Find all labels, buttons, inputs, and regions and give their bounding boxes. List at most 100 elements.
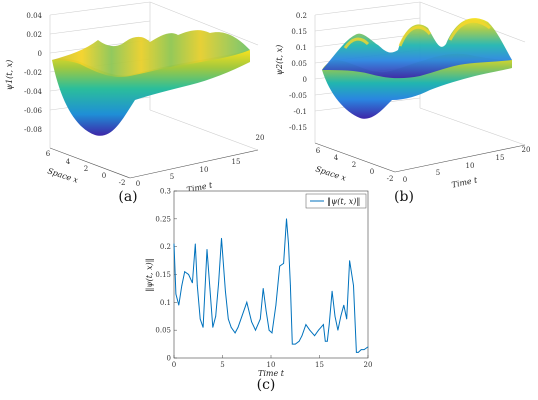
panel-c-data-point	[268, 329, 270, 331]
panel-b-t-label: Time t	[451, 175, 479, 189]
panel-c-x-label: Time t	[258, 369, 285, 378]
panel-c-legend-label: ‖ψ(t, x)‖	[327, 197, 360, 206]
panel-c-data-point	[286, 218, 287, 220]
panel-a-x-tick: -2	[119, 179, 126, 187]
panel-a-surface: 0.04 0.02 0 -0.02 -0.04 -0.06 -0.08 ψ1(t…	[5, 1, 265, 195]
panel-c-x-tick: 0	[172, 361, 176, 369]
panel-c-data-point	[265, 310, 267, 312]
panel-b-t-tick: 20	[522, 146, 531, 154]
panel-c-data-point	[353, 285, 354, 286]
panel-c-data-point	[318, 329, 319, 331]
panel-a-z-tick: 0	[38, 50, 42, 58]
panel-a-t-tick: 10	[200, 166, 209, 174]
panel-c-data-point	[356, 352, 357, 353]
panel-b-x-tick: 6	[316, 147, 321, 155]
panel-c-data-point	[301, 335, 303, 337]
panel-a-label: (a)	[118, 189, 137, 205]
panel-c-y-tick: 0.05	[155, 327, 171, 335]
panel-c-x-tick: 5	[220, 361, 224, 369]
panel-c-data-point	[283, 263, 284, 264]
panel-c-y-label: ‖ψ(t, x)‖	[145, 258, 154, 291]
panel-c-data-point	[246, 301, 248, 303]
panel-b-x-tick: -2	[387, 175, 394, 183]
panel-b-surface-top	[322, 18, 512, 79]
panel-b-t-tick: 0	[403, 176, 407, 184]
panel-c-data-point	[192, 282, 193, 284]
panel-b-axes	[314, 142, 526, 173]
panel-c-data-point	[212, 327, 214, 328]
panel-c-data-point	[255, 329, 256, 331]
panel-c-label: (c)	[257, 377, 276, 393]
panel-c-data-point	[357, 352, 359, 353]
panel-c-x-tick: 15	[315, 361, 324, 369]
panel-a-z-tick: -0.08	[24, 126, 42, 134]
panel-c-legend-box	[305, 193, 367, 209]
panel-a-x-tick: 4	[66, 158, 71, 166]
panel-b-z-tick: -0.15	[289, 124, 307, 132]
panel-b-x-label: Space x	[314, 164, 347, 182]
panel-c-data-point	[181, 285, 183, 286]
panel-c-data-point	[199, 318, 201, 320]
panel-b-z-tick: 0.2	[296, 12, 307, 20]
panel-c-plot-area	[173, 190, 369, 359]
panel-b-t-tick: 15	[496, 154, 505, 162]
panel-c-data-point	[288, 243, 289, 245]
panel-c-y-tick: 0.25	[155, 215, 171, 223]
panel-a-t-tick: 0	[136, 180, 140, 188]
panel-c-data-point	[173, 243, 175, 245]
panel-c-data-point	[343, 304, 345, 306]
panel-c-data-point	[196, 285, 198, 286]
panel-b-z-tick: 0.1	[296, 44, 307, 52]
panel-c-series-line	[173, 218, 369, 353]
panel-c-y-tick: 0.2	[160, 243, 171, 251]
panel-c-data-point	[305, 324, 307, 325]
panel-a-t-tick: 20	[256, 134, 265, 142]
panel-b-x-tick: 2	[352, 161, 356, 169]
panel-c-legend: ‖ψ(t, x)‖	[305, 193, 367, 209]
panel-a-z-tick: -0.04	[24, 88, 42, 96]
panel-c-data-point	[225, 290, 226, 292]
panel-b-z-tick: -0.1	[294, 108, 308, 116]
panel-a-z-tick: -0.06	[24, 107, 42, 115]
panel-c-data-point	[227, 318, 229, 320]
panel-a-z-tick: 0.02	[26, 31, 42, 39]
panel-c-data-point	[346, 318, 348, 320]
panel-b-t-tick: 5	[436, 169, 440, 177]
panel-c-data-point	[251, 321, 253, 323]
panel-c-data-point	[363, 349, 365, 350]
panel-b-label: (b)	[394, 189, 414, 205]
panel-c-data-point	[349, 260, 350, 261]
panel-a-t-tick: 5	[170, 173, 174, 181]
panel-c-data-point	[234, 332, 236, 334]
panel-c-data-point	[237, 327, 239, 328]
panel-c-data-point	[259, 318, 261, 320]
panel-c-y-tick: 0.3	[160, 188, 171, 196]
panel-b-z-tick: -0.05	[289, 92, 307, 100]
panel-c-data-point	[340, 315, 342, 317]
panel-c-data-point	[337, 329, 339, 331]
panel-c-data-point	[326, 340, 328, 342]
panel-b-z-tick: 0.15	[291, 28, 307, 36]
panel-c-data-point	[360, 349, 362, 350]
panel-c-data-point	[314, 335, 315, 337]
panel-c-data-point	[309, 329, 311, 331]
panel-c-data-point	[262, 288, 264, 289]
panel-c-data-point	[218, 282, 220, 284]
panel-c-data-point	[175, 293, 177, 295]
panel-b-ridge-highlight	[343, 19, 491, 49]
panel-c-data-point	[230, 327, 232, 328]
panel-c-data-point	[291, 343, 293, 345]
panel-b-x-tick: 4	[334, 154, 339, 162]
panel-c-data-point	[298, 340, 300, 342]
panel-b-z-label: ψ2(t, x)	[275, 45, 284, 75]
panel-a-x-tick: 2	[84, 165, 88, 173]
panel-c-data-point	[202, 327, 204, 328]
panel-a-z-tick: -0.02	[24, 69, 42, 77]
panel-a-z-label: ψ1(t, x)	[5, 60, 14, 90]
panel-a-x-label: Space x	[46, 166, 79, 184]
panel-c-data-point	[241, 315, 243, 317]
panel-b-x-tick: 0	[370, 168, 374, 176]
panel-a-axes	[49, 147, 259, 179]
panel-c-line-chart: 0 0.05 0.1 0.15 0.2 0.25 0.3 0 5 10 15 20 ‖ψ(t, x)…	[145, 188, 372, 379]
panel-c-data-point	[215, 315, 217, 317]
